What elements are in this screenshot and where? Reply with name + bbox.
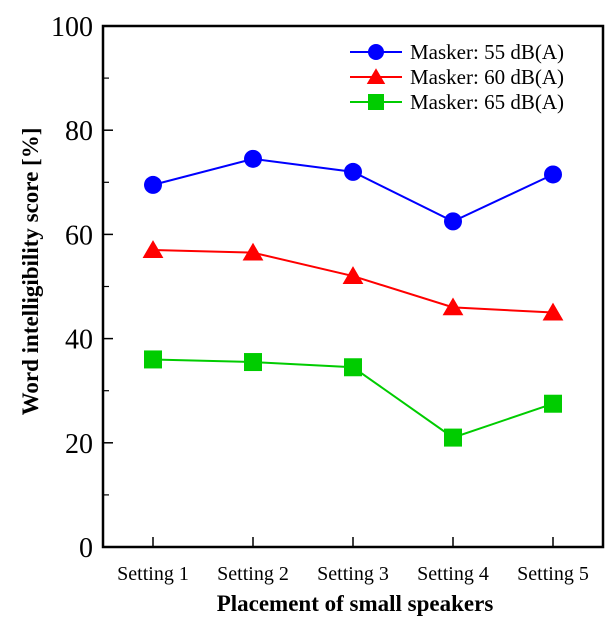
x-tick-label: Setting 1 bbox=[117, 563, 189, 585]
data-point bbox=[244, 149, 262, 168]
series-2 bbox=[142, 240, 564, 321]
series-3 bbox=[144, 350, 562, 447]
x-axis-title: Placement of small speakers bbox=[217, 591, 494, 616]
data-point bbox=[444, 428, 462, 447]
legend-item: Masker: 60 dB(A) bbox=[350, 65, 564, 89]
series-1 bbox=[144, 149, 562, 231]
y-tick-label: 20 bbox=[65, 429, 93, 460]
data-point bbox=[142, 240, 164, 258]
data-point bbox=[368, 94, 384, 110]
x-tick-label: Setting 3 bbox=[317, 563, 389, 585]
data-point bbox=[242, 242, 264, 261]
data-point bbox=[366, 68, 386, 85]
y-tick-label: 60 bbox=[65, 220, 93, 251]
x-tick-label: Setting 2 bbox=[217, 563, 289, 585]
legend-item: Masker: 65 dB(A) bbox=[350, 90, 564, 114]
x-tick-label: Setting 4 bbox=[417, 563, 489, 585]
data-point bbox=[244, 353, 262, 372]
data-point bbox=[342, 266, 364, 284]
data-point bbox=[544, 165, 562, 184]
data-point bbox=[542, 302, 564, 321]
data-point bbox=[144, 175, 162, 194]
legend: Masker: 55 dB(A)Masker: 60 dB(A)Masker: … bbox=[350, 40, 564, 114]
ticks: 0 20 40 60 80 100 Setting 1 Setting 2 Setting 3 S… bbox=[51, 12, 589, 585]
legend-label: Masker: 55 dB(A) bbox=[410, 40, 564, 64]
y-axis-title: Word intelligibility score [%] bbox=[18, 128, 43, 416]
x-tick-label: Setting 5 bbox=[517, 563, 589, 585]
data-point bbox=[368, 44, 384, 60]
series-layer bbox=[142, 149, 564, 447]
legend-label: Masker: 65 dB(A) bbox=[410, 90, 564, 114]
data-point bbox=[544, 394, 562, 413]
y-tick-label: 40 bbox=[65, 325, 93, 356]
data-point bbox=[344, 162, 362, 181]
data-point bbox=[442, 297, 464, 316]
data-point bbox=[144, 350, 162, 369]
legend-item: Masker: 55 dB(A) bbox=[350, 40, 564, 64]
legend-label: Masker: 60 dB(A) bbox=[410, 65, 564, 89]
data-point bbox=[344, 358, 362, 377]
data-point bbox=[444, 212, 462, 231]
y-tick-label: 100 bbox=[51, 12, 93, 43]
y-tick-label: 80 bbox=[65, 116, 93, 147]
y-tick-label: 0 bbox=[79, 533, 93, 564]
